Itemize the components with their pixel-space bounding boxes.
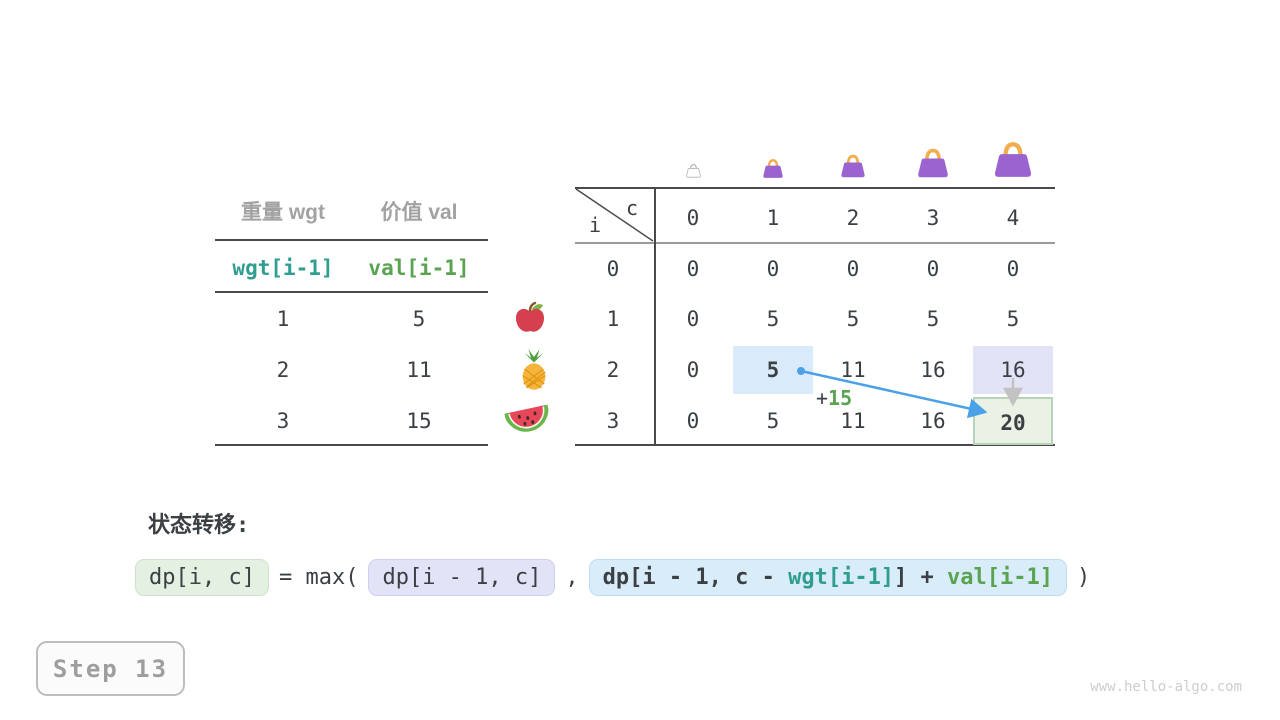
dp-table-top-line: [575, 187, 1055, 189]
dp-col-header-4: 4: [1006, 206, 1020, 230]
items-table-header-value: 价值 val: [380, 201, 458, 224]
dp-cell-r2-c1: 5: [733, 346, 813, 394]
items-row-2-val: 15: [406, 409, 432, 433]
items-table-divider-bottom: [215, 444, 488, 446]
bag-capacity-2-icon: [841, 154, 865, 178]
bag-capacity-4-icon: [994, 142, 1032, 177]
bag-capacity-3-icon: [918, 148, 948, 178]
formula-eq-max: = max(: [278, 565, 359, 590]
dp-cell-r1-c1: 5: [766, 307, 780, 331]
dp-row-header-2: 2: [606, 358, 620, 382]
bag-capacity-0-icon: [686, 164, 701, 178]
dp-row-header-0: 0: [606, 257, 620, 281]
dp-table-vertical-line: [654, 187, 656, 446]
items-row-0-wgt: 1: [276, 307, 290, 331]
dp-cell-r0-c3: 0: [926, 257, 940, 281]
dp-cell-r1-c2: 5: [846, 307, 860, 331]
formula-arg1-token: dp[i - 1, c]: [368, 559, 556, 596]
items-table-code-val: val[i-1]: [368, 256, 470, 280]
pineapple-icon: [522, 349, 546, 390]
dp-col-header-1: 1: [766, 206, 780, 230]
transition-heading: 状态转移:: [148, 513, 250, 538]
dp-table-bottom-line: [575, 444, 1055, 446]
items-row-0-val: 5: [412, 307, 426, 331]
transition-formula: dp[i, c] = max( dp[i - 1, c] , dp[i - 1,…: [135, 559, 1090, 596]
step-badge: Step 13: [36, 641, 185, 696]
dp-cell-r0-c2: 0: [846, 257, 860, 281]
dp-row-header-1: 1: [606, 307, 620, 331]
watermark: www.hello-algo.com: [1090, 679, 1242, 695]
dp-cell-r0-c4: 0: [1006, 257, 1020, 281]
dp-corner-row-var: i: [589, 213, 602, 237]
dp-cell-r2-c0: 0: [686, 358, 700, 382]
dp-col-header-3: 3: [926, 206, 940, 230]
formula-separator: ,: [565, 565, 579, 590]
items-table-header-weight: 重量 wgt: [241, 201, 325, 224]
dp-col-header-2: 2: [846, 206, 860, 230]
items-table-code-wgt: wgt[i-1]: [232, 256, 334, 280]
gain-label: +15: [816, 386, 852, 410]
formula-close-paren: ): [1077, 565, 1091, 590]
dp-cell-r0-c0: 0: [686, 257, 700, 281]
gain-value: 15: [828, 386, 853, 410]
dp-cell-r3-c4: 20: [973, 397, 1053, 445]
dp-table-header-line: [575, 242, 1055, 244]
apple-icon: [516, 301, 544, 332]
watermelon-icon: [503, 404, 549, 432]
formula-arg2-token: dp[i - 1, c - wgt[i-1]] + val[i-1]: [588, 559, 1068, 596]
dp-cell-r3-c3: 16: [920, 409, 946, 433]
dp-cell-r2-c4: 16: [973, 346, 1053, 394]
dp-cell-r1-c0: 0: [686, 307, 700, 331]
dp-col-header-0: 0: [686, 206, 700, 230]
formula-arg2-val: val[i-1]: [947, 565, 1054, 590]
gain-plus: +: [816, 386, 829, 410]
items-table-divider-mid: [215, 291, 488, 293]
step-badge-label: Step 13: [52, 654, 169, 683]
items-row-1-wgt: 2: [276, 358, 290, 382]
formula-lhs-token: dp[i, c]: [135, 559, 269, 596]
dp-cell-r1-c4: 5: [1006, 307, 1020, 331]
formula-arg2-dp: dp[i - 1, c -: [602, 565, 789, 590]
dp-row-header-3: 3: [606, 409, 620, 433]
dp-cell-r3-c1: 5: [766, 409, 780, 433]
formula-arg2-wgt: wgt[i-1]: [788, 565, 895, 590]
dp-corner-diagonal: [575, 188, 654, 242]
items-table-divider-top: [215, 239, 488, 241]
dp-corner-col-var: c: [626, 196, 639, 220]
items-row-2-wgt: 3: [276, 409, 290, 433]
items-row-1-val: 11: [406, 358, 432, 382]
dp-cell-r3-c0: 0: [686, 409, 700, 433]
formula-arg2-plus: ] +: [894, 565, 948, 590]
dp-cell-r1-c3: 5: [926, 307, 940, 331]
bag-capacity-1-icon: [763, 159, 783, 178]
dp-cell-r0-c1: 0: [766, 257, 780, 281]
dp-cell-r2-c3: 16: [920, 358, 946, 382]
